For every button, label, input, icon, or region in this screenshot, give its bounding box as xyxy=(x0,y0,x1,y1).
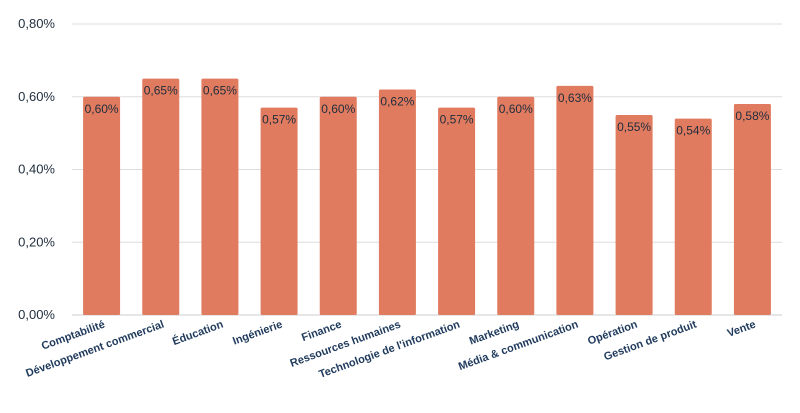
data-labels: 0,60% 0,65% 0,65% 0,57% 0,60% 0,62% 0,57% 0,60%… xyxy=(85,84,770,138)
bar xyxy=(733,104,771,316)
bar xyxy=(378,89,416,315)
data-label: 0,58% xyxy=(735,109,769,123)
data-label: 0,54% xyxy=(676,124,710,138)
x-tick-label: Vente xyxy=(726,319,758,340)
y-axis: 0,00% 0,20% 0,40% 0,60% 0,80% xyxy=(18,16,55,322)
data-label: 0,60% xyxy=(499,102,533,116)
bar xyxy=(142,78,180,315)
bar xyxy=(674,118,712,315)
x-tick-label: Éducation xyxy=(171,318,226,348)
bars xyxy=(83,78,771,316)
bar xyxy=(497,96,535,315)
y-tick-label: 0,00% xyxy=(18,307,55,322)
y-tick-label: 0,80% xyxy=(18,16,55,31)
bar xyxy=(438,107,476,315)
y-tick-label: 0,40% xyxy=(18,162,55,177)
data-label: 0,55% xyxy=(617,120,651,134)
y-tick-label: 0,20% xyxy=(18,234,55,249)
data-label: 0,63% xyxy=(558,91,592,105)
data-label: 0,60% xyxy=(85,102,119,116)
data-label: 0,65% xyxy=(203,84,237,98)
data-label: 0,57% xyxy=(440,113,474,127)
bar xyxy=(201,78,239,315)
data-label: 0,60% xyxy=(321,102,355,116)
x-tick-label: Ingénierie xyxy=(231,319,284,348)
data-label: 0,62% xyxy=(380,94,414,108)
y-tick-label: 0,60% xyxy=(18,89,55,104)
data-label: 0,57% xyxy=(262,113,296,127)
bar xyxy=(556,85,594,316)
bar xyxy=(319,96,357,315)
bar xyxy=(260,107,298,315)
bar xyxy=(83,96,121,315)
data-label: 0,65% xyxy=(144,84,178,98)
gridlines xyxy=(72,23,782,316)
bar xyxy=(615,114,653,315)
